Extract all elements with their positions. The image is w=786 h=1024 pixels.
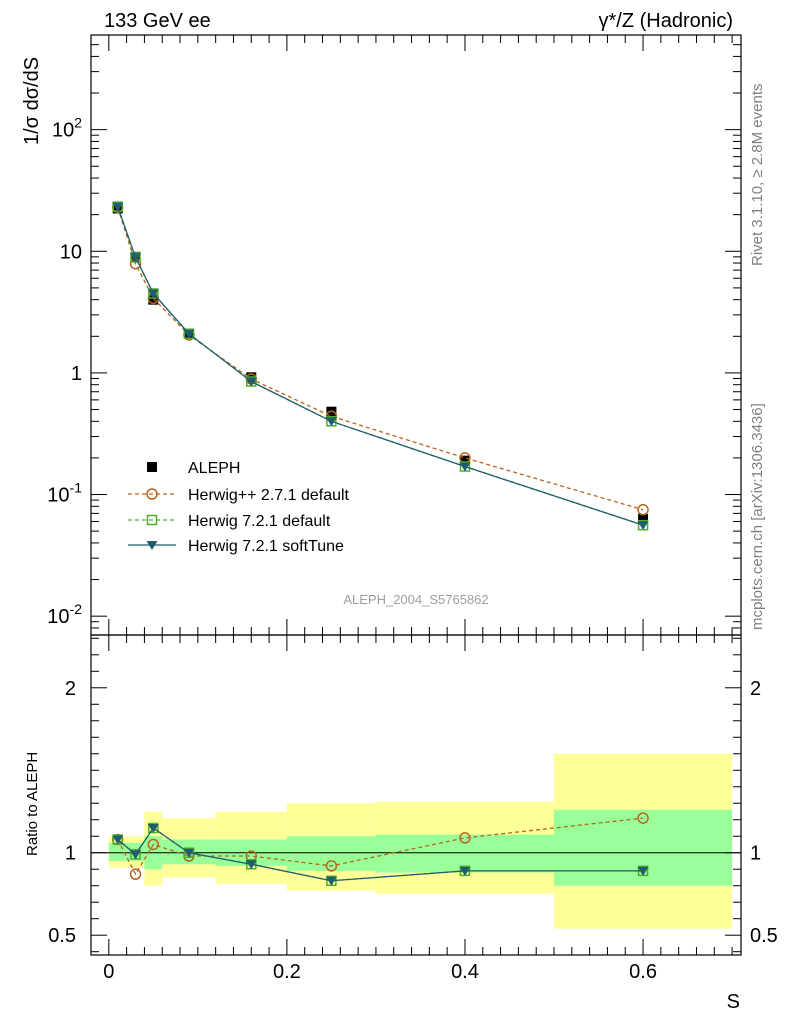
ratio-point-herwig-721-softtune [459,866,471,876]
legend-marker-herwig-721-softtune [146,541,158,550]
ratio-point-herwig-721-softtune [325,876,337,886]
ratio-point-herwig-721-softtune [245,860,257,870]
legend-label-aleph: ALEPH [188,460,240,477]
ratio-point-herwigpp-271 [637,812,649,824]
point-herwigpp-271 [637,503,649,516]
series-line-herwigpp-271 [117,207,644,511]
legend-marker-herwigpp-271 [146,488,158,500]
y-tick-label: 10-2 [47,601,82,628]
point-herwig-721-softtune [147,289,159,299]
point-aleph [638,513,649,524]
y-tick-label-right: 0.5 [750,925,778,947]
legend-marker-herwig-721-default [146,514,158,526]
top-ylabel: 1/σ dσ/dS [21,57,43,145]
y-tick-label-right: 1 [750,843,761,865]
ratio-point-herwig-721-softtune [112,835,124,845]
x-tick-label: 0.4 [451,961,479,983]
legend-label-herwig-721-softtune: Herwig 7.2.1 softTune [188,538,344,555]
point-herwig-721-softtune [130,253,142,263]
side-rivet: Rivet 3.1.10, ≥ 2.8M events [749,84,766,267]
ratio-point-herwig-721-softtune [130,850,142,860]
x-axis-label: S [727,991,740,1013]
ratio-panel: 0 0.2 0.4 0.6 0.5 0.5 1 1 2 2 [48,634,778,983]
y-tick-label: 10-1 [47,480,82,507]
x-tick-label: 0.6 [629,961,657,983]
ratio-line-herwigpp-271 [117,817,644,876]
legend-marker-aleph [147,462,157,472]
analysis-watermark: ALEPH_2004_S5765862 [343,592,488,607]
point-aleph [148,294,159,305]
ratio-frame [90,634,742,956]
ratio-point-herwigpp-271 [129,868,142,880]
ratio-point-herwig-721-softtune [183,848,195,858]
ratio-point-herwig-721-softtune [637,866,649,876]
ratio-point-herwigpp-271 [325,860,338,872]
header-right: γ*/Z (Hadronic) [599,10,733,32]
legend-label-herwig-721-default: Herwig 7.2.1 default [188,513,331,530]
series-line-herwig-721-softtune [117,206,644,526]
series-line-herwig-721-default [117,206,644,526]
point-herwig-721-softtune [459,462,471,472]
ratio-ylabel: Ratio to ALEPH [24,752,41,856]
ratio-line-herwig-721-softtune [117,827,644,882]
y-tick-label-right: 2 [750,678,761,700]
y-tick-label: 1 [71,363,82,385]
side-mcplots: mcplots.cern.ch [arXiv:1306.3436] [749,403,766,630]
ratio-point-herwigpp-271 [459,832,471,844]
ratio-point-herwig-721-softtune [147,823,159,833]
x-tick-label: 0.2 [273,961,301,983]
y-tick-label: 1 [65,843,76,865]
y-tick-label: 10 [60,241,82,263]
y-tick-label: 2 [65,678,76,700]
ratio-band-inner [286,836,376,871]
point-aleph [459,455,470,466]
legend: ALEPH Herwig++ 2.7.1 default Herwig 7.2.1 … [128,460,350,555]
top-panel: 10-2 10-1 1 10 102 [47,34,742,636]
point-herwig-721-softtune [112,202,124,212]
legend-label-herwigpp-271: Herwig++ 2.7.1 default [188,487,350,504]
x-tick-label: 0 [103,961,114,983]
y-tick-label: 0.5 [48,925,76,947]
y-tick-label: 102 [52,115,82,142]
point-herwig-721-softtune [245,377,257,387]
point-herwig-721-softtune [325,417,337,427]
point-herwig-721-softtune [637,521,649,531]
ratio-point-herwigpp-271 [147,838,160,851]
point-herwig-721-softtune [183,329,195,339]
header-left: 133 GeV ee [104,10,211,32]
